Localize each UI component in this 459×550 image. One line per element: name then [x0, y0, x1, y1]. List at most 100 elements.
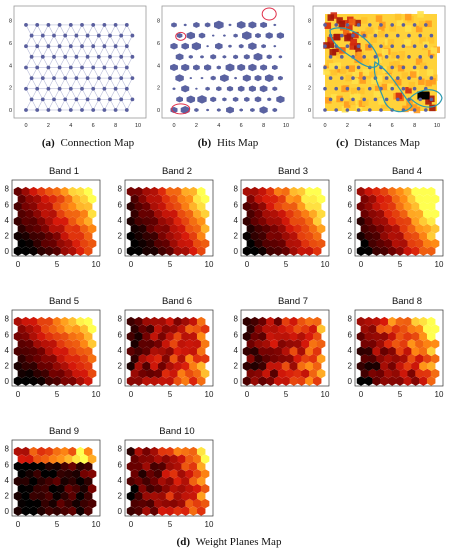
- weight-hexagon: [52, 446, 62, 457]
- weight-hexagon: [169, 469, 179, 479]
- distance-cell: [370, 71, 378, 78]
- connection-edge: [109, 35, 116, 47]
- weight-hexagon: [411, 246, 420, 256]
- distance-cell: [397, 64, 405, 72]
- weight-hexagon: [134, 376, 144, 386]
- weight-hexagon: [384, 238, 393, 249]
- distance-cell: [362, 99, 369, 106]
- weight-hexagon: [289, 331, 299, 342]
- y-tick-label: 2: [348, 361, 353, 370]
- hit-hexagon: [210, 96, 217, 103]
- neuron-node: [80, 65, 84, 70]
- weight-hexagon: [316, 223, 326, 234]
- weight-hexagon: [258, 231, 267, 241]
- weight-hexagon: [301, 194, 310, 204]
- weight-hexagon: [87, 238, 97, 249]
- weight-hexagon: [250, 246, 260, 256]
- weight-hexagon: [37, 231, 46, 241]
- weight-hexagon: [403, 216, 413, 227]
- weight-hexagon: [266, 231, 275, 241]
- x-tick-label: 2: [346, 123, 349, 129]
- neuron-node: [328, 76, 333, 80]
- x-tick-label: 5: [168, 390, 173, 399]
- weight-hexagon: [360, 238, 370, 249]
- weight-hexagon: [154, 209, 163, 219]
- neuron-node: [52, 76, 56, 80]
- weight-hexagon: [130, 238, 140, 249]
- weight-hexagon: [181, 201, 190, 212]
- weight-hexagon: [126, 461, 136, 472]
- connection-edge: [42, 35, 49, 47]
- weight-hexagon: [29, 201, 38, 212]
- weight-hexagon: [173, 461, 183, 472]
- connection-edge: [126, 99, 133, 111]
- x-tick-label: 0: [129, 390, 134, 399]
- weight-hexagon: [44, 216, 54, 227]
- neuron-node: [63, 97, 68, 102]
- weight-hexagon: [185, 238, 194, 249]
- connection-edge: [98, 56, 105, 68]
- weight-hexagon: [25, 194, 34, 204]
- connection-edge: [98, 24, 105, 36]
- weight-hexagon: [60, 446, 70, 457]
- weight-hexagon: [13, 201, 23, 212]
- neuron-node: [340, 76, 344, 80]
- x-tick-label: 5: [168, 520, 173, 529]
- y-tick-label: 0: [118, 247, 123, 256]
- weight-hexagon: [426, 231, 436, 241]
- weight-hexagon: [154, 353, 163, 364]
- connection-edge: [81, 35, 88, 47]
- weight-hexagon: [289, 376, 299, 386]
- neuron-node: [85, 33, 90, 38]
- connection-edge: [126, 56, 133, 68]
- weight-hexagon: [177, 194, 186, 204]
- weight-hexagon: [407, 339, 416, 349]
- neuron-node: [80, 86, 84, 91]
- connection-edge: [64, 46, 72, 57]
- neuron-node: [57, 65, 62, 70]
- connection-edge: [126, 88, 133, 100]
- y-tick-label: 6: [118, 460, 123, 469]
- neuron-node: [102, 23, 107, 27]
- neuron-node: [412, 86, 417, 91]
- weight-hexagon: [384, 194, 393, 204]
- neuron-node: [24, 108, 28, 112]
- connection-edge: [31, 46, 38, 57]
- weight-hexagon: [242, 201, 252, 212]
- weight-hexagon: [415, 324, 424, 334]
- distance-cell: [378, 25, 385, 33]
- weight-hexagon: [419, 201, 428, 212]
- weight-hexagon: [270, 223, 279, 234]
- neuron-node: [113, 44, 118, 49]
- weight-hexagon: [258, 346, 267, 357]
- weight-hexagon: [25, 209, 34, 219]
- weight-hexagon: [273, 216, 283, 227]
- weight-hexagon: [189, 346, 198, 357]
- weight-hexagon: [185, 324, 194, 334]
- weight-hexagon: [242, 246, 252, 256]
- distance-cell: [353, 93, 361, 101]
- weight-hexagon: [76, 186, 85, 197]
- weight-hexagon: [157, 246, 167, 256]
- weight-hexagon: [368, 339, 377, 349]
- weight-hexagon: [138, 209, 147, 219]
- weight-hexagon: [161, 469, 171, 479]
- neuron-node: [113, 86, 118, 91]
- weight-hexagon: [285, 194, 295, 204]
- weight-hexagon: [426, 216, 436, 227]
- weight-hexagon: [297, 186, 306, 197]
- distance-cell: [395, 92, 403, 100]
- neuron-node: [390, 23, 395, 27]
- connection-edge: [64, 35, 72, 47]
- connection-edge: [109, 77, 116, 89]
- weight-hexagon: [150, 186, 159, 197]
- weight-hexagon: [146, 469, 155, 479]
- weight-hexagon: [356, 186, 366, 197]
- weight-hexagon: [37, 201, 46, 212]
- weight-hexagon: [56, 483, 66, 494]
- neuron-node: [63, 33, 68, 38]
- neuron-node: [351, 76, 355, 80]
- weight-hexagon: [281, 346, 291, 357]
- y-tick-label: 0: [5, 247, 10, 256]
